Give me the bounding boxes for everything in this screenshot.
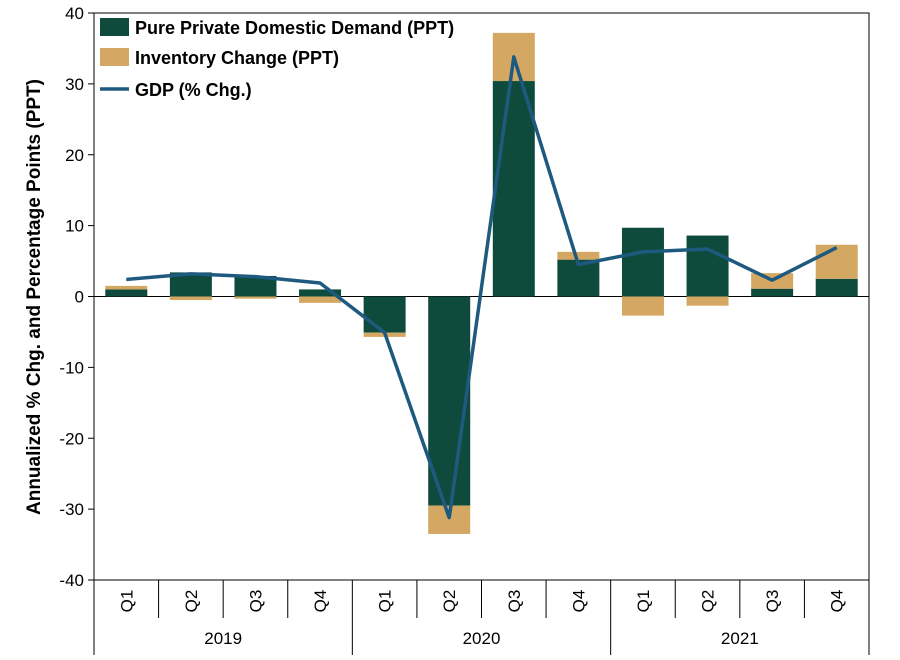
x-tick-label: Q1 <box>117 590 136 613</box>
x-tick-label: Q1 <box>376 590 395 613</box>
x-tick-label: Q3 <box>763 590 782 613</box>
y-tick-label: -20 <box>59 429 84 448</box>
x-tick-label: Q1 <box>634 590 653 613</box>
bar <box>557 252 599 260</box>
bar <box>687 236 729 297</box>
bar <box>364 297 406 333</box>
bar <box>816 245 858 279</box>
bar <box>493 81 535 296</box>
y-tick-label: -30 <box>59 500 84 519</box>
year-label: 2021 <box>721 629 759 648</box>
x-tick-label: Q2 <box>182 590 201 613</box>
bar <box>105 286 147 290</box>
y-tick-label: 40 <box>65 4 84 23</box>
bar <box>170 297 212 301</box>
y-tick-label: -10 <box>59 358 84 377</box>
line-layer <box>126 57 837 518</box>
bar <box>299 297 341 303</box>
legend-label: Pure Private Domestic Demand (PPT) <box>135 18 454 38</box>
y-tick-label: 0 <box>75 288 84 307</box>
legend-label: Inventory Change (PPT) <box>135 48 339 68</box>
year-label: 2019 <box>204 629 242 648</box>
x-tick-label: Q3 <box>246 590 265 613</box>
legend-label: GDP (% Chg.) <box>135 80 252 100</box>
y-axis-label: Annualized % Chg. and Percentage Points … <box>24 79 45 515</box>
x-tick-label: Q3 <box>505 590 524 613</box>
x-tick-label: Q4 <box>569 590 588 613</box>
y-tick-label: -40 <box>59 571 84 590</box>
bar <box>687 297 729 306</box>
x-tick-label: Q4 <box>828 590 847 613</box>
y-tick-label: 30 <box>65 75 84 94</box>
bar <box>234 297 276 299</box>
gdp-line <box>126 57 836 518</box>
bar <box>816 279 858 297</box>
bar <box>622 297 664 316</box>
bar <box>622 228 664 297</box>
year-label: 2020 <box>463 629 501 648</box>
bar <box>105 289 147 296</box>
bar <box>751 289 793 297</box>
x-tick-label: Q2 <box>440 590 459 613</box>
legend-swatch <box>100 18 129 36</box>
legend: Pure Private Domestic Demand (PPT) Invent… <box>100 18 454 100</box>
x-tick-label: Q2 <box>699 590 718 613</box>
y-tick-label: 10 <box>65 217 84 236</box>
axes-layer <box>88 13 869 655</box>
y-tick-label: 20 <box>65 146 84 165</box>
legend-swatch <box>100 48 129 66</box>
x-tick-label: Q4 <box>311 590 330 613</box>
